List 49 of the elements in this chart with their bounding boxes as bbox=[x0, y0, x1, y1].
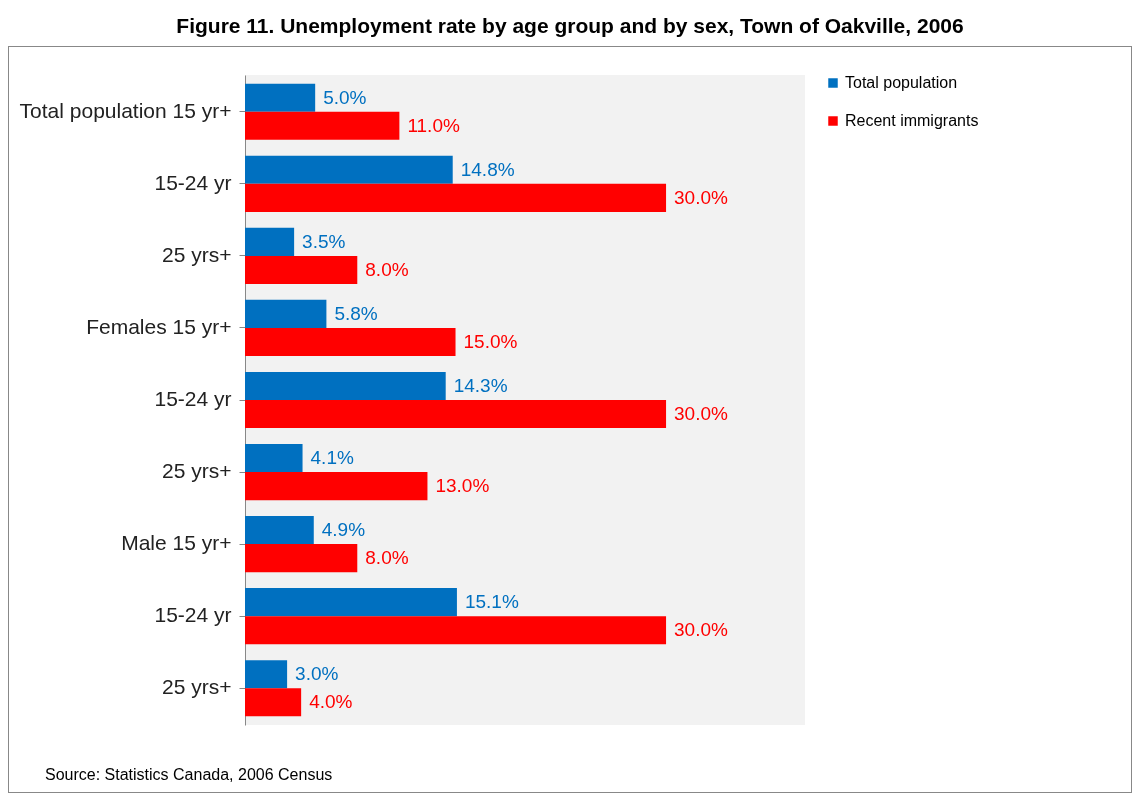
y-tick-label: 15-24 yr bbox=[154, 170, 232, 194]
bar bbox=[245, 299, 327, 328]
y-tick-label: Females 15 yr+ bbox=[86, 314, 232, 338]
bar bbox=[245, 155, 453, 184]
bar bbox=[245, 588, 457, 617]
y-tick-label: 25 yrs+ bbox=[162, 459, 232, 483]
data-label: 5.8% bbox=[334, 302, 378, 324]
data-label: 15.1% bbox=[464, 591, 519, 613]
data-label: 5.0% bbox=[323, 86, 367, 108]
bar bbox=[245, 660, 288, 689]
data-label: 4.1% bbox=[310, 447, 354, 469]
data-label: 30.0% bbox=[674, 186, 729, 208]
legend-label: Total population bbox=[845, 74, 958, 91]
data-label: 4.9% bbox=[321, 519, 366, 541]
data-label: 8.0% bbox=[365, 547, 409, 569]
data-label: 30.0% bbox=[674, 403, 729, 425]
data-label: 13.0% bbox=[435, 475, 490, 497]
bar bbox=[245, 400, 667, 429]
data-label: 14.8% bbox=[460, 158, 515, 180]
source-note: Source: Statistics Canada, 2006 Census bbox=[45, 766, 333, 784]
data-label: 30.0% bbox=[674, 619, 729, 641]
y-tick-label: Total population 15 yr+ bbox=[19, 98, 232, 122]
y-tick-label: 25 yrs+ bbox=[162, 242, 232, 266]
data-label: 3.0% bbox=[295, 663, 339, 685]
y-tick-label: 15-24 yr bbox=[154, 603, 232, 627]
y-tick-label: Male 15 yr+ bbox=[121, 531, 232, 555]
data-label: 3.5% bbox=[302, 230, 346, 252]
bar bbox=[245, 443, 303, 473]
bar bbox=[245, 183, 667, 212]
y-tick-label: 15-24 yr bbox=[154, 387, 232, 410]
bar bbox=[245, 516, 314, 545]
bar bbox=[245, 616, 667, 645]
bar bbox=[245, 544, 358, 573]
data-label: 8.0% bbox=[365, 258, 409, 280]
bar bbox=[245, 111, 400, 140]
bar bbox=[245, 227, 295, 256]
y-tick-label: 25 yrs+ bbox=[162, 675, 232, 699]
data-label: 11.0% bbox=[407, 114, 460, 136]
bar bbox=[245, 371, 446, 400]
bar bbox=[245, 327, 456, 357]
legend-label: Recent immigrants bbox=[845, 112, 979, 129]
bar bbox=[245, 255, 358, 284]
data-label: 14.3% bbox=[453, 374, 508, 396]
chart-title: Figure 11. Unemployment rate by age group and by sex, Town of Oakville, 2006 bbox=[175, 13, 965, 39]
bar bbox=[245, 83, 316, 112]
bar bbox=[245, 688, 302, 717]
data-label: 15.0% bbox=[463, 330, 518, 352]
bar bbox=[245, 472, 428, 501]
data-label: 4.0% bbox=[309, 691, 353, 713]
